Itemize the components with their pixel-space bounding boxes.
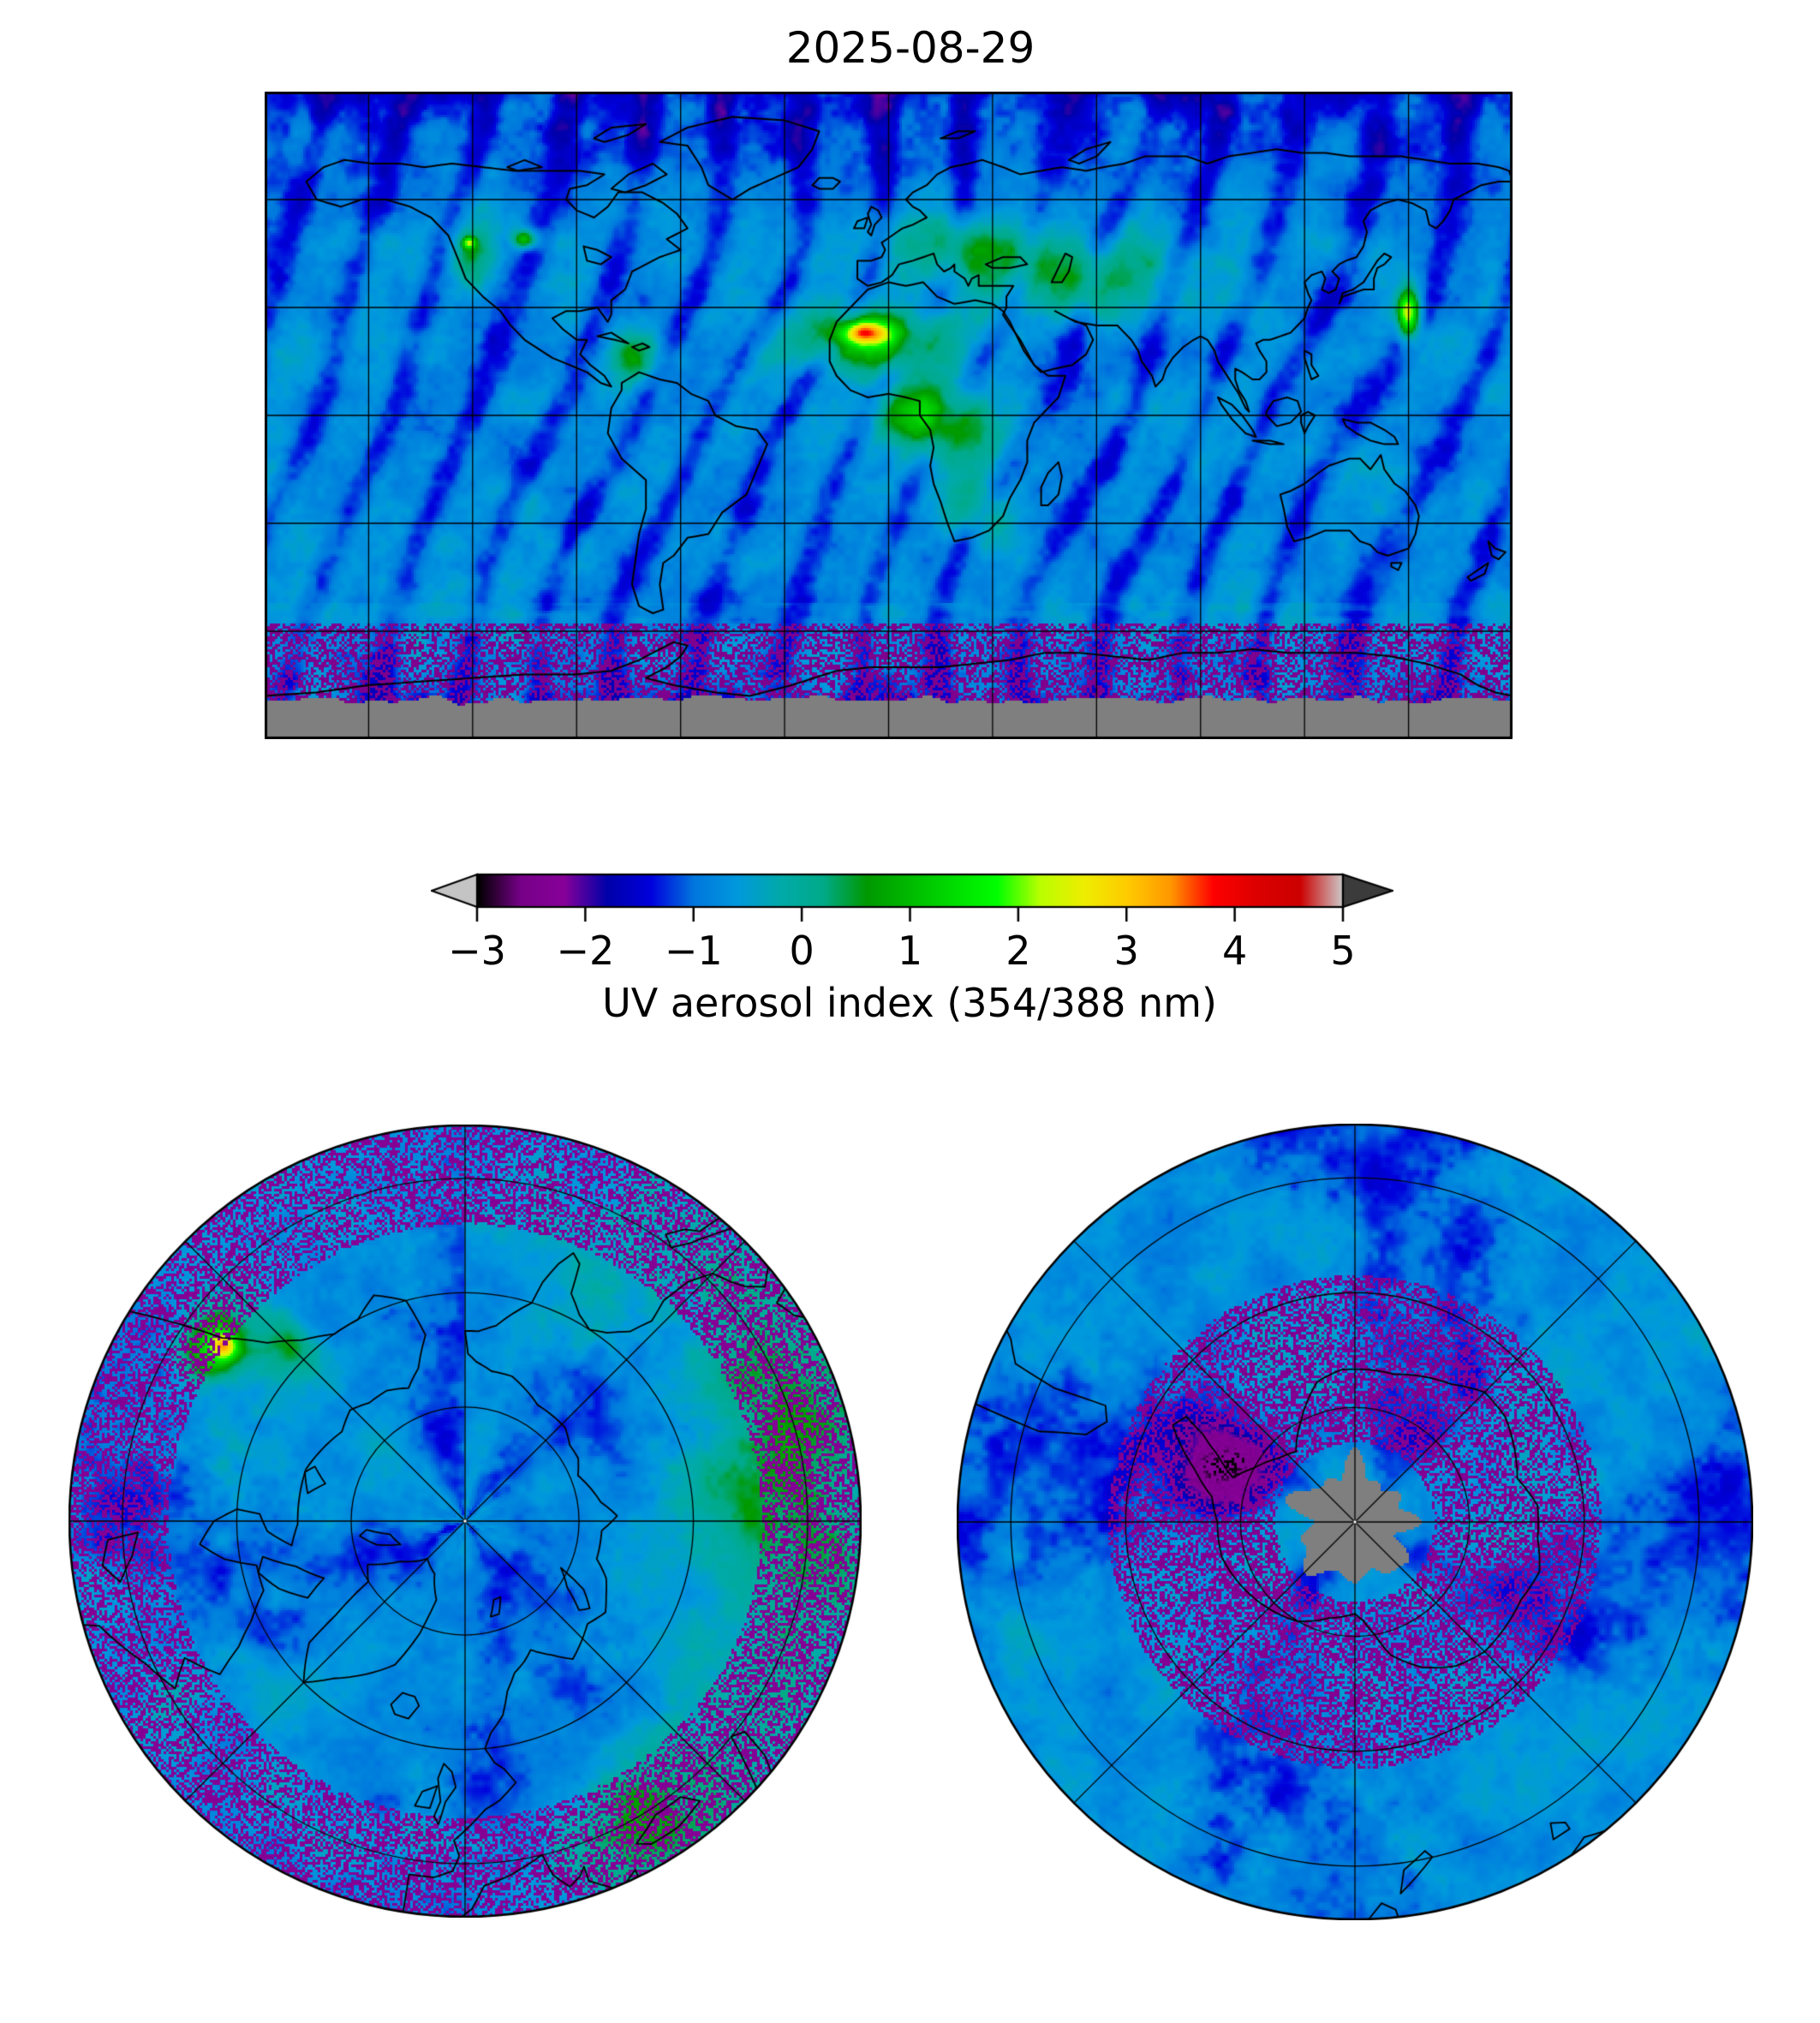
- colorbar-tick-label: −2: [556, 928, 615, 974]
- south-polar-map-canvas: [957, 1124, 1753, 1920]
- colorbar-canvas: [431, 870, 1393, 925]
- world-map-canvas: [265, 92, 1513, 739]
- colorbar-tick-label: 2: [1005, 928, 1031, 974]
- colorbar-tick-label: 0: [789, 928, 815, 974]
- colorbar-tick-label: −1: [664, 928, 723, 974]
- figure-title: 2025-08-29: [785, 23, 1035, 73]
- colorbar-tick-label: 4: [1221, 928, 1248, 974]
- colorbar-label: UV aerosol index (354/388 nm): [602, 980, 1217, 1026]
- colorbar-tick-label: 1: [897, 928, 923, 974]
- colorbar-tick-label: 3: [1113, 928, 1139, 974]
- colorbar-tick-label: 5: [1330, 928, 1356, 974]
- colorbar-tick-label: −3: [448, 928, 506, 974]
- north-polar-map-canvas: [69, 1125, 862, 1918]
